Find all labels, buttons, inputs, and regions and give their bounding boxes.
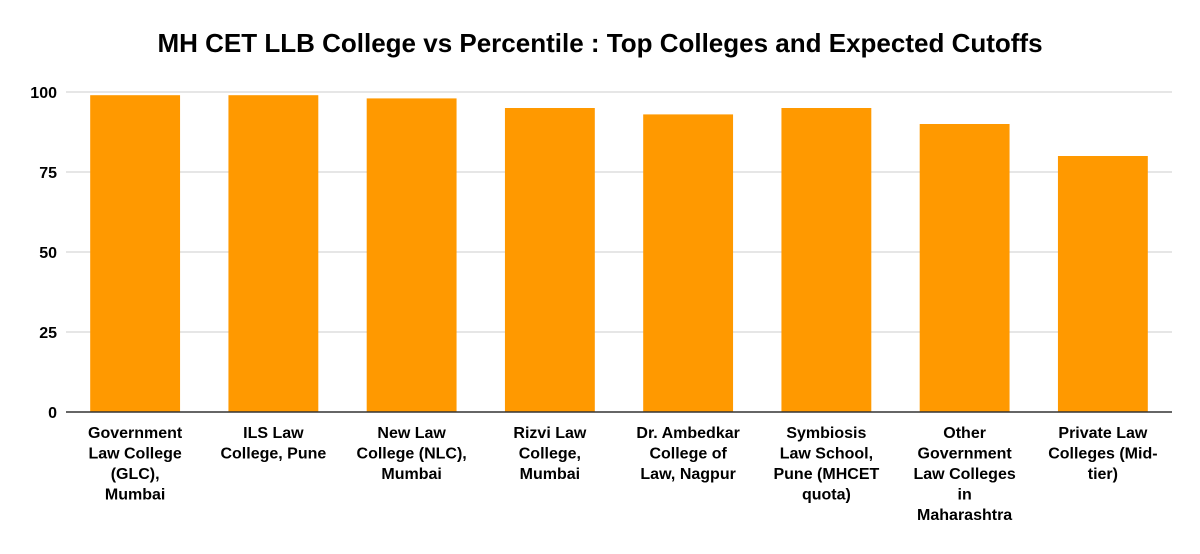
y-axis-ticks: 0 25 50 75 100	[30, 85, 57, 422]
x-tick-label: Rizvi Law College, Mumbai	[513, 425, 586, 483]
y-tick-label: 100	[30, 85, 57, 102]
x-axis-labels: Government Law College (GLC), Mumbai ILS Law…	[88, 425, 1158, 524]
x-tick-label: Government Law College (GLC), Mumbai	[88, 425, 183, 504]
bar	[781, 108, 872, 412]
x-tick-label: ILS Law College, Pune	[220, 425, 326, 463]
y-tick-label: 25	[39, 325, 57, 342]
bar	[919, 124, 1010, 412]
y-tick-label: 75	[39, 165, 57, 182]
x-tick-label: Other Government Law Colleges in Maharashtra	[914, 425, 1016, 524]
bar	[228, 95, 319, 412]
x-tick-label: Dr. Ambedkar College of Law, Nagpur	[636, 425, 739, 483]
x-tick-label: Symbiosis Law School, Pune (MHCET quota)	[773, 425, 879, 504]
bar	[366, 98, 457, 413]
bar	[90, 95, 181, 412]
x-tick-label: Private Law Colleges (Mid-tier)	[1048, 425, 1157, 483]
bar	[1057, 156, 1148, 412]
x-tick-label: New Law College (NLC), Mumbai	[357, 425, 467, 483]
y-tick-label: 0	[48, 405, 57, 422]
bar	[643, 114, 734, 413]
chart-title: MH CET LLB College vs Percentile : Top C…	[157, 28, 1043, 58]
bar	[504, 108, 595, 412]
bars	[90, 95, 1148, 413]
y-tick-label: 50	[39, 245, 57, 262]
